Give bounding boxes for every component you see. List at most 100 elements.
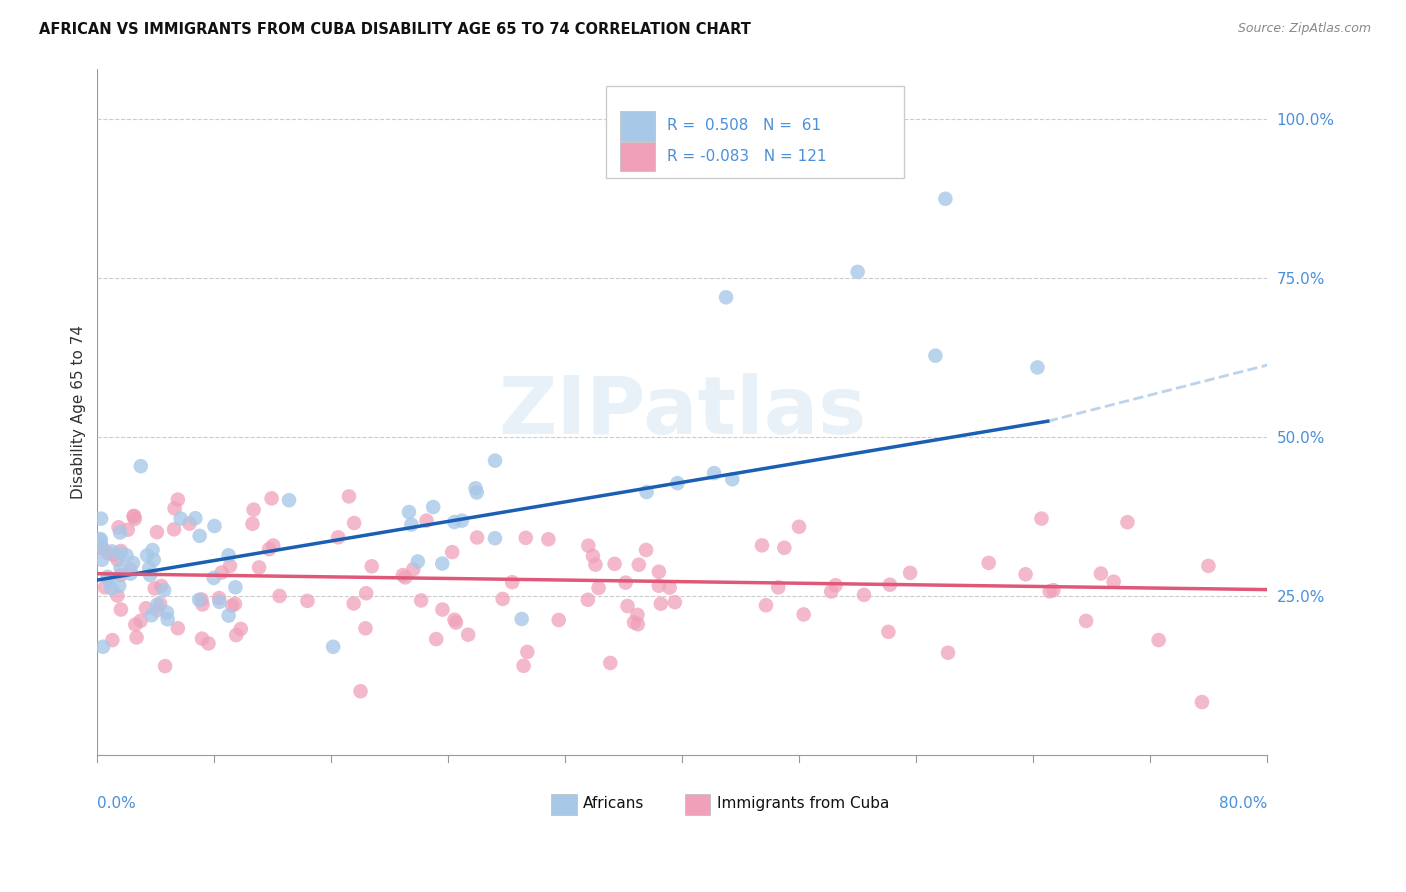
Point — [146, 525, 169, 540]
Point — [898, 566, 921, 580]
Point — [636, 543, 658, 558]
Point — [153, 583, 176, 598]
Point — [108, 579, 131, 593]
Point — [278, 493, 301, 508]
Point — [247, 560, 270, 574]
Point — [406, 554, 429, 568]
Point — [1042, 583, 1064, 598]
Point — [392, 568, 415, 582]
Point — [576, 539, 599, 553]
Point — [465, 531, 488, 545]
Point — [146, 603, 169, 617]
Point — [141, 608, 163, 623]
Point — [122, 509, 145, 524]
FancyBboxPatch shape — [620, 112, 655, 141]
Point — [512, 658, 534, 673]
Point — [146, 598, 169, 612]
Point — [484, 453, 506, 467]
Point — [120, 566, 142, 581]
Point — [626, 607, 648, 622]
Point — [411, 593, 433, 607]
Point — [225, 628, 247, 642]
Point — [122, 556, 145, 570]
Point — [343, 516, 366, 530]
Point — [138, 561, 160, 575]
Point — [143, 582, 166, 596]
Point — [415, 514, 437, 528]
Point — [977, 556, 1000, 570]
Point — [129, 459, 152, 474]
Point — [703, 466, 725, 480]
Text: Africans: Africans — [582, 796, 644, 811]
Point — [91, 553, 114, 567]
Point — [204, 519, 226, 533]
Point — [432, 602, 454, 616]
Point — [110, 602, 132, 616]
Point — [142, 543, 165, 558]
Point — [648, 565, 671, 579]
Point — [202, 571, 225, 585]
Point — [208, 595, 231, 609]
Point — [432, 557, 454, 571]
Point — [224, 580, 246, 594]
Point — [846, 265, 869, 279]
Text: Source: ZipAtlas.com: Source: ZipAtlas.com — [1237, 22, 1371, 36]
Point — [603, 557, 626, 571]
Point — [125, 631, 148, 645]
Point — [142, 553, 165, 567]
Point — [444, 615, 467, 630]
Point — [576, 592, 599, 607]
Point — [1197, 558, 1219, 573]
Point — [924, 349, 946, 363]
Point — [1102, 574, 1125, 589]
Point — [101, 544, 124, 558]
Point — [124, 512, 146, 526]
Point — [1116, 515, 1139, 529]
Point — [337, 489, 360, 503]
Point — [936, 646, 959, 660]
Point — [793, 607, 815, 622]
Point — [877, 624, 900, 639]
Point — [262, 539, 284, 553]
Point — [623, 615, 645, 630]
Point — [260, 491, 283, 506]
Point — [398, 505, 420, 519]
Point — [582, 549, 605, 563]
Point — [322, 640, 344, 654]
Point — [510, 612, 533, 626]
Point — [755, 599, 778, 613]
Point — [120, 562, 142, 576]
Point — [211, 566, 233, 580]
Point — [666, 476, 689, 491]
Point — [89, 532, 111, 546]
Point — [824, 578, 846, 592]
Point — [110, 544, 132, 558]
Text: Immigrants from Cuba: Immigrants from Cuba — [717, 796, 890, 811]
Point — [515, 531, 537, 545]
Point — [934, 192, 956, 206]
Point — [360, 559, 382, 574]
Point — [208, 591, 231, 605]
Point — [787, 520, 810, 534]
Point — [153, 659, 176, 673]
Point — [218, 608, 240, 623]
Point — [1147, 633, 1170, 648]
Point — [166, 492, 188, 507]
Point — [110, 561, 132, 575]
Point — [354, 621, 377, 635]
Point — [229, 622, 252, 636]
Point — [190, 592, 212, 607]
Point — [179, 516, 201, 531]
Point — [197, 636, 219, 650]
Point — [443, 515, 465, 529]
Point — [773, 541, 796, 555]
Text: R =  0.508   N =  61: R = 0.508 N = 61 — [666, 118, 821, 133]
FancyBboxPatch shape — [685, 794, 710, 814]
Point — [1074, 614, 1097, 628]
Point — [110, 547, 132, 561]
Y-axis label: Disability Age 65 to 74: Disability Age 65 to 74 — [72, 325, 86, 499]
Point — [97, 572, 120, 586]
Point — [588, 581, 610, 595]
Point — [585, 558, 607, 572]
Point — [94, 580, 117, 594]
